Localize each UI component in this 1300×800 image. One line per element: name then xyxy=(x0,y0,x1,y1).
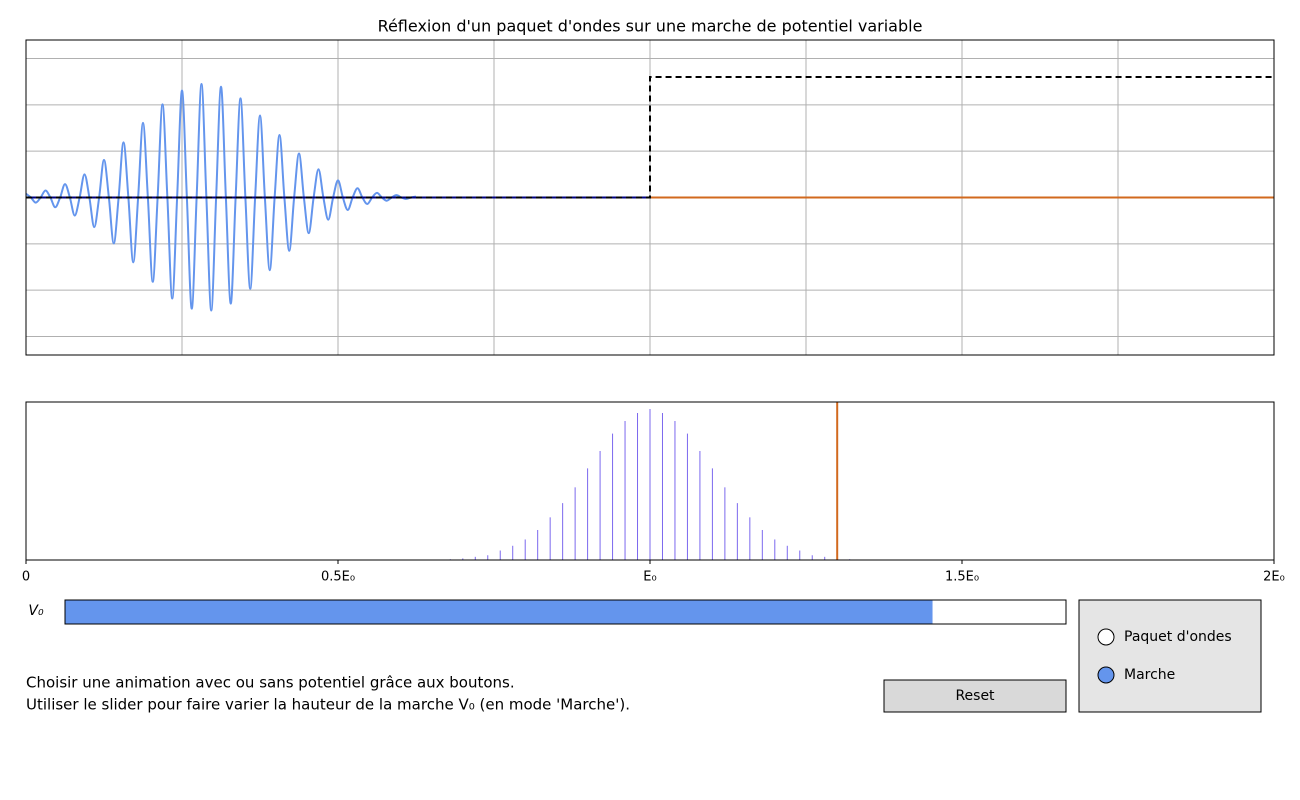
button-label[interactable]: Reset xyxy=(955,688,995,704)
x-tick-label: E₀ xyxy=(643,570,656,585)
radio-button[interactable] xyxy=(1097,666,1115,684)
slider-border xyxy=(64,599,1067,625)
axes-frame xyxy=(25,401,1275,561)
radio-button[interactable] xyxy=(1097,628,1115,646)
x-tick-label: 2E₀ xyxy=(1263,570,1285,585)
x-tick-label: 0.5E₀ xyxy=(321,570,355,585)
radio-label[interactable]: Marche xyxy=(1124,667,1175,683)
x-tick-label: 0 xyxy=(22,570,30,585)
series-line xyxy=(26,83,417,312)
reset-button[interactable] xyxy=(883,679,1067,713)
slider-fill[interactable] xyxy=(65,600,933,624)
instruction: Utiliser le slider pour faire varier la … xyxy=(26,696,630,714)
slider-label: V₀ xyxy=(28,603,44,619)
series-line xyxy=(26,76,1274,199)
radio-label[interactable]: Paquet d'ondes xyxy=(1124,629,1232,645)
chart-title: Réflexion d'un paquet d'ondes sur une ma… xyxy=(378,17,923,36)
top-plot xyxy=(25,39,1275,356)
x-tick-label: 1.5E₀ xyxy=(945,570,979,585)
instruction: Choisir une animation avec ou sans poten… xyxy=(26,674,515,692)
bottom-plot: 0 0.5E₀ E₀ 1.5E₀ 2E₀ xyxy=(22,401,1285,585)
radio-panel xyxy=(1078,599,1262,713)
axes-frame xyxy=(25,39,1275,356)
